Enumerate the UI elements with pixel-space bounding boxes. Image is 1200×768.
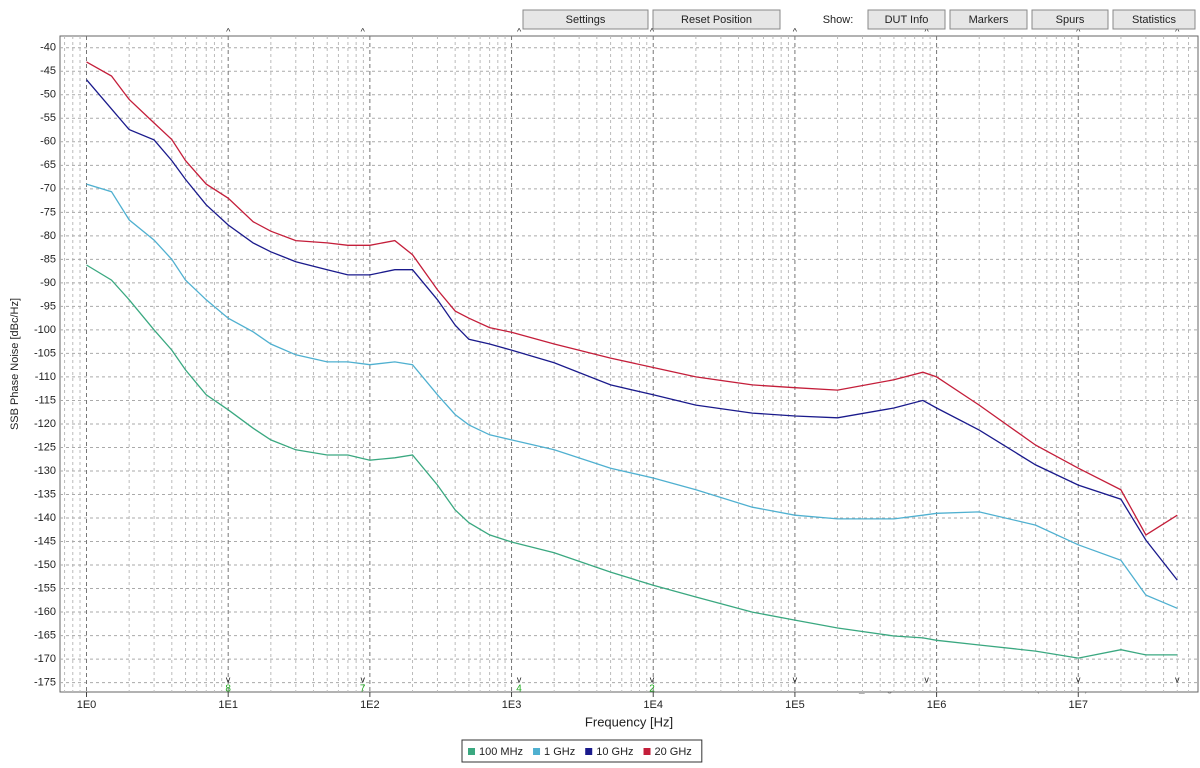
button-face[interactable] [867, 9, 946, 30]
legend-swatch [468, 748, 475, 755]
y-tick-label: -100 [34, 324, 56, 336]
legend-label: 100 MHz [479, 746, 523, 758]
y-tick-label: -145 [34, 535, 56, 547]
x-tick-label: 1E0 [77, 699, 97, 711]
y-tick-label: -160 [34, 606, 56, 618]
y-tick-label: -140 [34, 512, 56, 524]
toolbar-button[interactable]: Spurs [1031, 9, 1109, 30]
series-line [86, 79, 1178, 581]
series-line [86, 264, 1178, 659]
y-tick-label: -175 [34, 677, 56, 689]
y-tick-label: -135 [34, 488, 56, 500]
marker-bottom: v [793, 674, 798, 684]
marker-top: ^ [361, 26, 366, 36]
legend-swatch [643, 748, 651, 755]
plot-area [59, 35, 1199, 693]
y-tick-label: -110 [35, 371, 56, 383]
marker-label: 2 [649, 684, 655, 695]
y-tick-label: -90 [40, 277, 56, 289]
series-line [86, 183, 1178, 609]
marker-bottom: v [650, 674, 655, 684]
button-face[interactable] [1031, 9, 1109, 30]
marker-bottom: v [517, 674, 522, 684]
y-tick-label: -50 [40, 89, 56, 101]
x-tick-label: 1E2 [360, 699, 380, 711]
y-tick-label: -150 [34, 559, 56, 571]
y-tick-label: -80 [40, 230, 56, 242]
toolbar-button[interactable]: Settings [522, 9, 649, 30]
marker-label: 4 [516, 684, 522, 695]
y-tick-label: -65 [40, 159, 56, 171]
y-tick-label: -55 [40, 112, 56, 124]
marker-bottom: v [360, 674, 365, 684]
button-label[interactable]: Reset Position [681, 14, 752, 26]
toolbar-button[interactable]: DUT Info [867, 9, 946, 30]
y-tick-label: -40 [40, 42, 56, 54]
y-tick-label: -170 [34, 653, 56, 665]
y-tick-label: -115 [35, 394, 56, 406]
legend: 100 MHz 1 GHz 10 GHz 20 GHz [461, 739, 703, 763]
x-tick-label: 1E3 [502, 699, 522, 711]
show-label: Show: [823, 14, 854, 26]
marker-top: ^ [1175, 26, 1180, 36]
marker-top: ^ [517, 26, 522, 36]
button-label[interactable]: Settings [566, 14, 606, 26]
y-tick-label: -95 [40, 300, 56, 312]
button-label[interactable]: DUT Info [885, 14, 929, 26]
legend-box [461, 739, 703, 763]
marker-bottom: v [924, 674, 929, 684]
y-tick-label: -155 [34, 582, 56, 594]
marker-top: ^ [793, 26, 798, 36]
marker-bottom: v [1076, 674, 1081, 684]
toolbar-button[interactable]: Reset Position [652, 9, 781, 30]
x-tick-label: 1E6 [927, 699, 947, 711]
y-tick-label: -130 [34, 465, 56, 477]
x-tick-label: 1E5 [785, 699, 805, 711]
x-tick-label: 1E7 [1068, 699, 1088, 711]
button-label[interactable]: Spurs [1056, 14, 1085, 26]
legend-swatch [533, 748, 541, 755]
marker-top: ^ [226, 26, 231, 36]
y-tick-label: -75 [40, 206, 56, 218]
button-label[interactable]: Markers [969, 14, 1009, 26]
marker-bottom: v [1175, 674, 1180, 684]
legend-label: 20 GHz [655, 746, 692, 758]
y-tick-label: -70 [40, 183, 56, 195]
y-tick-label: -165 [34, 629, 56, 641]
y-tick-label: -45 [40, 65, 56, 77]
marker-label: 7 [360, 684, 366, 695]
y-tick-label: -60 [40, 136, 56, 148]
button-face[interactable] [652, 9, 781, 30]
x-axis-label: Frequency [Hz] [585, 714, 673, 729]
button-face[interactable] [1112, 9, 1196, 30]
toolbar-button[interactable]: Markers [949, 9, 1028, 30]
x-tick-label: 1E4 [643, 699, 663, 711]
x-tick-label: 1E1 [218, 699, 238, 711]
marker-bottom: v [226, 674, 231, 684]
series-line [86, 61, 1178, 536]
legend-swatch [585, 748, 593, 755]
y-tick-label: -125 [34, 441, 56, 453]
button-label[interactable]: Statistics [1132, 14, 1177, 26]
toolbar-button[interactable]: Statistics [1112, 9, 1196, 30]
marker-top: ^ [1076, 26, 1081, 36]
legend-label: 1 GHz [544, 746, 575, 758]
y-tick-label: -120 [34, 418, 56, 430]
y-tick-label: -85 [40, 253, 56, 265]
button-face[interactable] [522, 9, 649, 30]
legend-label: 10 GHz [596, 746, 633, 758]
button-face[interactable] [949, 9, 1028, 30]
y-axis-label: SSB Phase Noise [dBc/Hz] [9, 298, 21, 430]
y-tick-label: -105 [34, 347, 56, 359]
marker-label: 8 [225, 684, 231, 695]
marker-top: ^ [924, 26, 929, 36]
marker-top: ^ [650, 26, 655, 36]
